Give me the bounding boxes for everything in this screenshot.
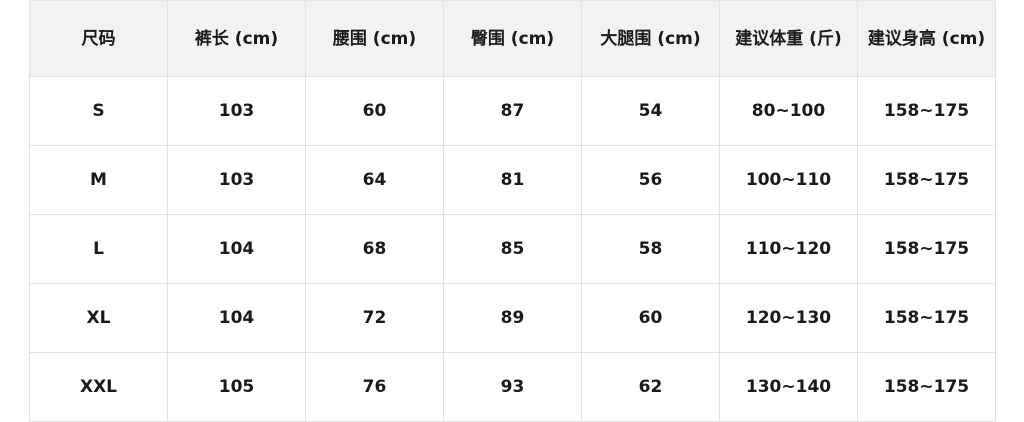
column-header: 臀围 (cm)	[443, 0, 582, 77]
table-cell: L	[29, 214, 168, 284]
table-cell: 158~175	[857, 76, 996, 146]
table-cell: 60	[305, 76, 444, 146]
table-cell: 76	[305, 352, 444, 422]
table-cell: 158~175	[857, 283, 996, 353]
table-row: L 104 68 85 58 110~120 158~175	[29, 214, 996, 284]
table-cell: M	[29, 145, 168, 215]
table-header-row: 尺码 裤长 (cm) 腰围 (cm) 臀围 (cm) 大腿围 (cm) 建议体重 (斤) 建…	[29, 0, 996, 77]
table-cell: 56	[581, 145, 720, 215]
table-cell: 158~175	[857, 352, 996, 422]
column-header: 大腿围 (cm)	[581, 0, 720, 77]
table-row: XXL 105 76 93 62 130~140 158~175	[29, 352, 996, 422]
table-cell: 87	[443, 76, 582, 146]
table-cell: 110~120	[719, 214, 858, 284]
table-cell: 68	[305, 214, 444, 284]
column-header: 腰围 (cm)	[305, 0, 444, 77]
table-cell: 85	[443, 214, 582, 284]
table-cell: 158~175	[857, 145, 996, 215]
size-chart-table: 尺码 裤长 (cm) 腰围 (cm) 臀围 (cm) 大腿围 (cm) 建议体重 (斤) 建…	[29, 0, 996, 422]
table-cell: 62	[581, 352, 720, 422]
table-row: M 103 64 81 56 100~110 158~175	[29, 145, 996, 215]
column-header: 尺码	[29, 0, 168, 77]
table-cell: 54	[581, 76, 720, 146]
table-cell: 58	[581, 214, 720, 284]
table-cell: 81	[443, 145, 582, 215]
table-cell: 104	[167, 214, 306, 284]
column-header: 建议身高 (cm)	[857, 0, 996, 77]
table-cell: 103	[167, 76, 306, 146]
table-cell: 80~100	[719, 76, 858, 146]
table-cell: 104	[167, 283, 306, 353]
table-cell: 60	[581, 283, 720, 353]
table-cell: 89	[443, 283, 582, 353]
table-cell: 93	[443, 352, 582, 422]
table-cell: 158~175	[857, 214, 996, 284]
column-header: 建议体重 (斤)	[719, 0, 858, 77]
column-header: 裤长 (cm)	[167, 0, 306, 77]
table-row: XL 104 72 89 60 120~130 158~175	[29, 283, 996, 353]
table-row: S 103 60 87 54 80~100 158~175	[29, 76, 996, 146]
table-cell: 100~110	[719, 145, 858, 215]
table-cell: 103	[167, 145, 306, 215]
table-cell: 130~140	[719, 352, 858, 422]
table-cell: S	[29, 76, 168, 146]
table-cell: 120~130	[719, 283, 858, 353]
table-cell: 64	[305, 145, 444, 215]
table-cell: 105	[167, 352, 306, 422]
table-cell: XXL	[29, 352, 168, 422]
table-cell: 72	[305, 283, 444, 353]
table-cell: XL	[29, 283, 168, 353]
